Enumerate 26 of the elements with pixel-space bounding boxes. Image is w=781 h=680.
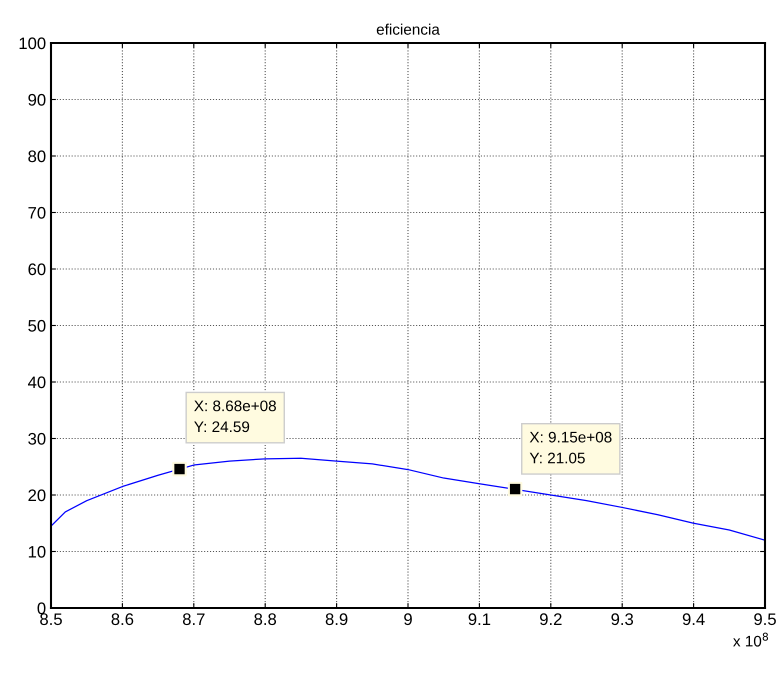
y-tick-label: 40 [28, 376, 46, 388]
y-tick-label: 0 [38, 602, 46, 614]
x-tick-label: 8.7 [182, 613, 205, 626]
x-tick-label: 9.5 [754, 613, 776, 626]
y-tick-label: 50 [28, 320, 46, 332]
x-tick-label: 8.9 [326, 613, 348, 626]
y-tick-label: 90 [28, 94, 46, 106]
x-tick-label: 9 [404, 613, 412, 626]
y-tick-label: 10 [28, 546, 46, 558]
x-tick-label: 8.6 [112, 613, 134, 626]
x-tick-label: 9.1 [468, 613, 490, 626]
x-tick-label: 8.5 [40, 613, 62, 626]
annotation: X: 9.15e+08 Y: 21.05 [530, 432, 612, 464]
annotation: X: 8.68e+08 Y: 24.59 [194, 400, 276, 432]
chart-title: eficiencia [376, 24, 440, 35]
y-tick-label: 30 [28, 432, 46, 445]
x-tick-label: 9.2 [540, 613, 562, 626]
y-tick-label: 60 [28, 263, 46, 276]
text: x 10$^{8}$ [733, 632, 768, 647]
y-tick-label: 20 [28, 489, 46, 502]
y-tick-label: 80 [28, 150, 46, 162]
y-tick-label: 70 [28, 206, 46, 219]
x-tick-label: 9.3 [611, 613, 634, 626]
x-tick-label: 9.4 [682, 613, 705, 626]
y-tick-label: 100 [20, 37, 46, 50]
x-tick-label: 8.8 [254, 613, 276, 626]
